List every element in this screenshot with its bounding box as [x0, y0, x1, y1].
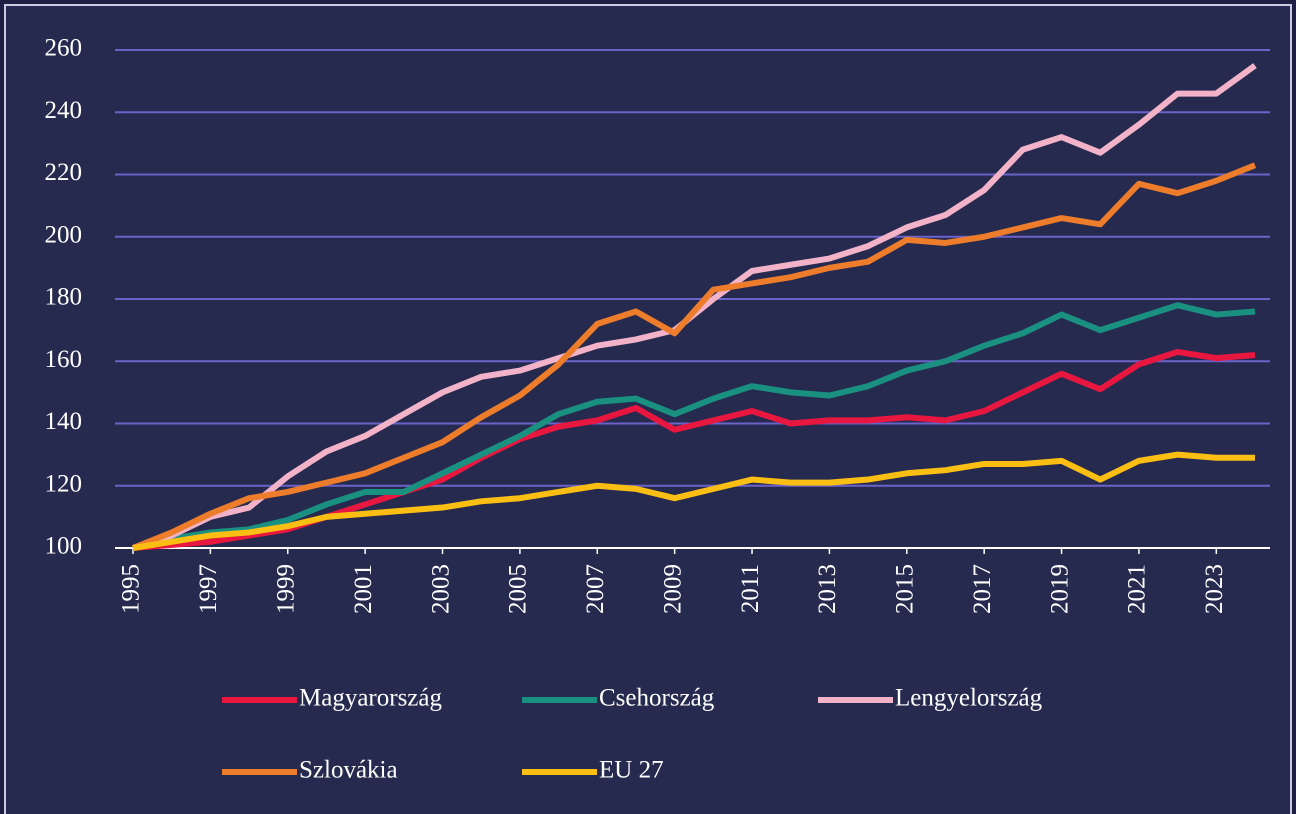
- chart-frame: [4, 4, 1292, 814]
- y-tick-label: 180: [45, 284, 83, 311]
- legend-label: Szlovákia: [299, 757, 398, 784]
- x-tick-label: 2013: [814, 564, 841, 614]
- legend-label: Magyarország: [299, 685, 442, 712]
- series-line: [131, 162, 1257, 551]
- x-tick-label: 2019: [1046, 564, 1073, 614]
- x-tick-label: 2003: [427, 564, 454, 614]
- x-tick-label: 2005: [505, 564, 532, 614]
- y-tick-label: 140: [45, 408, 83, 435]
- y-tick-label: 260: [45, 35, 83, 62]
- x-tick-label: 2001: [350, 564, 377, 614]
- y-tick-label: 240: [45, 97, 83, 124]
- y-tick-label: 100: [45, 533, 83, 560]
- legend-label: Lengyelország: [895, 685, 1043, 712]
- series-line: [132, 451, 1255, 551]
- y-tick-label: 160: [45, 346, 83, 373]
- legend-label: EU 27: [599, 757, 664, 784]
- legend-label: Csehország: [599, 685, 715, 712]
- x-tick-label: 2007: [582, 564, 609, 614]
- x-tick-label: 1999: [272, 564, 299, 614]
- x-tick-label: 2015: [892, 564, 919, 614]
- y-tick-label: 220: [45, 159, 83, 186]
- x-tick-label: 2017: [969, 564, 996, 614]
- y-tick-label: 120: [45, 470, 83, 497]
- series-line: [132, 302, 1256, 551]
- x-tick-label: 2009: [659, 564, 686, 614]
- x-tick-label: 2011: [737, 564, 764, 613]
- y-tick-label: 200: [45, 221, 83, 248]
- x-tick-label: 1997: [195, 564, 222, 614]
- x-tick-label: 2021: [1124, 564, 1151, 614]
- x-tick-label: 2023: [1201, 564, 1228, 614]
- x-tick-label: 1995: [118, 564, 145, 614]
